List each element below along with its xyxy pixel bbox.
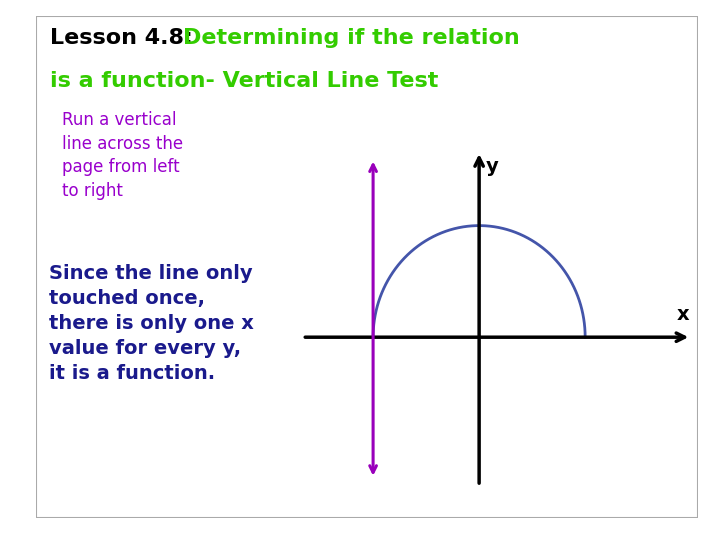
Text: Since the line only
touched once,
there is only one x
value for every y,
it is a: Since the line only touched once, there …	[49, 264, 254, 383]
FancyBboxPatch shape	[36, 16, 698, 518]
Text: Run a vertical
line across the
page from left
to right: Run a vertical line across the page from…	[62, 111, 183, 200]
Text: x: x	[677, 305, 690, 324]
Text: is a function- Vertical Line Test: is a function- Vertical Line Test	[50, 71, 438, 91]
Text: Determining if the relation: Determining if the relation	[183, 28, 520, 48]
Text: Lesson 4.8:: Lesson 4.8:	[50, 28, 193, 48]
Text: y: y	[486, 157, 499, 176]
